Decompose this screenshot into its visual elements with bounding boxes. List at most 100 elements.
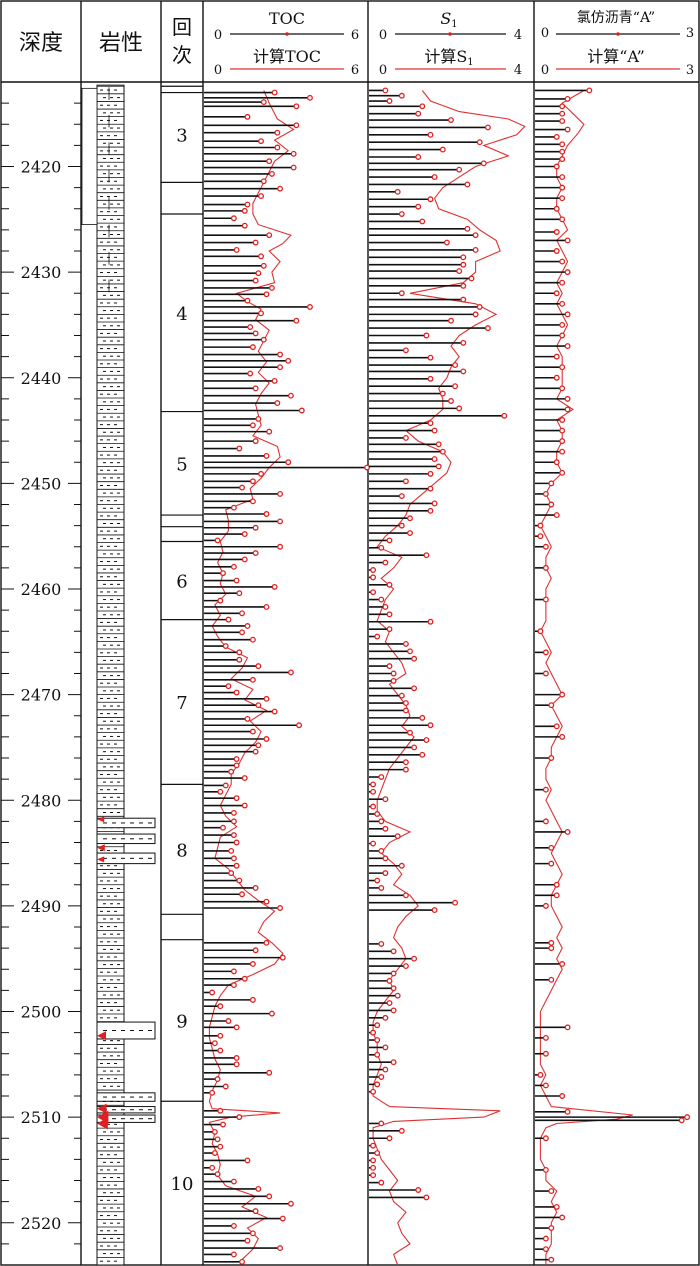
s1-sample-point [431, 427, 438, 434]
a-sample-point [564, 237, 571, 244]
s1-sample-point [374, 633, 381, 640]
toc-sample-point [279, 1215, 286, 1222]
s1-sample-point [398, 493, 405, 499]
a-sample-point [553, 205, 560, 212]
s1-sample-point [378, 848, 385, 854]
toc-sample-point [268, 170, 275, 177]
cycle-label: 4 [176, 304, 187, 325]
toc-sample-point [249, 961, 256, 967]
toc-sample-point [290, 164, 297, 171]
toc-sample-point [236, 1114, 243, 1121]
s1-sample-point [402, 759, 409, 766]
cycle-label: 6 [176, 572, 187, 593]
toc-sample-point [252, 524, 259, 531]
cycle-header-1: 回 [172, 15, 192, 39]
s1-sample-point [382, 604, 389, 610]
toc-sample-point [239, 610, 245, 617]
toc-sample-point [244, 715, 251, 722]
s1-sample-point [382, 870, 389, 877]
toc-sample-point [249, 344, 256, 351]
s1-sample-point [423, 1194, 430, 1201]
toc-sample-point [217, 1003, 224, 1010]
toc-sample-point [233, 1024, 240, 1031]
a-sample-point [564, 126, 571, 133]
toc-sample-point [220, 570, 226, 577]
toc-sample-point [222, 1083, 229, 1090]
s1-sample-point [398, 692, 405, 699]
toc-sample-point [293, 317, 300, 324]
toc-sample-point [230, 1222, 237, 1229]
s1-sample-point [378, 774, 385, 780]
toc-sample-point [296, 722, 303, 729]
s1-track [369, 87, 526, 1266]
a-sample-point [559, 184, 566, 191]
toc-sample-point [239, 629, 245, 636]
a-sample-point [564, 406, 571, 413]
lithology-red-mark [97, 844, 105, 852]
toc-sample-point [266, 1193, 273, 1200]
a-sample-point [564, 1024, 571, 1031]
s1-sample-point [390, 1007, 397, 1014]
s1-sample-point [382, 1066, 389, 1073]
s1-sample-point [423, 737, 430, 743]
toc-sample-point [260, 99, 267, 106]
toc-track [204, 89, 370, 1265]
s1-sample-point [398, 211, 405, 217]
toc-sample-point [279, 954, 286, 961]
toc-sample-point [233, 1055, 240, 1061]
s1-sample-point [382, 796, 389, 803]
s1-sample-point [411, 744, 418, 751]
a-sample-point [537, 522, 544, 529]
a-sample-point [553, 374, 560, 381]
toc-sample-point [225, 616, 232, 623]
toc-sample-point [228, 848, 235, 854]
s1-sample-point [398, 1127, 405, 1134]
s1-sample-point [419, 751, 426, 758]
s1-sample-point [476, 304, 483, 310]
toc-sample-point [287, 669, 294, 676]
toc-sample-point [277, 518, 284, 525]
s1-sample-point [370, 567, 377, 573]
a-sample-point [548, 945, 555, 952]
s1-title: S1 [440, 9, 457, 30]
s1-sample-point [456, 268, 463, 275]
s1-sample-point [439, 448, 446, 455]
toc-sample-point [241, 222, 248, 229]
a-sample-point [559, 195, 566, 202]
s1-sample-point [460, 282, 467, 289]
s1-sample-point [378, 544, 385, 551]
s1-sample-point [427, 507, 434, 514]
a-sample-point [559, 961, 566, 967]
a-sample-point [542, 1082, 549, 1089]
a-sample-point [559, 438, 566, 445]
depth-label: 2450 [21, 474, 62, 493]
a-sample-point [559, 118, 566, 125]
s1-sample-point [382, 855, 389, 862]
a-sample-point [559, 427, 566, 434]
s1-sample-point [394, 833, 401, 840]
toc-sample-point [244, 201, 251, 208]
toc-title: TOC [269, 9, 305, 28]
toc-sample-point [222, 643, 229, 649]
s1-sample-point [390, 948, 397, 955]
a-min: 0 [541, 26, 549, 41]
toc-sample-point [258, 310, 264, 317]
s1-sample-point [407, 515, 413, 522]
s1-sample-point [370, 1142, 377, 1149]
toc-sample-point [252, 947, 259, 954]
a-sample-point [559, 448, 566, 455]
toc-sample-point [252, 239, 259, 246]
toc-sample-point [241, 802, 248, 809]
a-legend-dot [616, 32, 620, 36]
s1-calc-max: 4 [514, 63, 522, 78]
toc-sample-point [255, 742, 262, 749]
toc-sample-point [233, 689, 240, 696]
s1-sample-point [411, 655, 418, 662]
toc-sample-point [241, 556, 248, 563]
toc-sample-point [252, 550, 259, 557]
s1-sample-point [427, 420, 434, 427]
toc-sample-point [230, 1178, 237, 1185]
a-sample-point [548, 501, 555, 508]
a-sample-point [559, 469, 566, 476]
